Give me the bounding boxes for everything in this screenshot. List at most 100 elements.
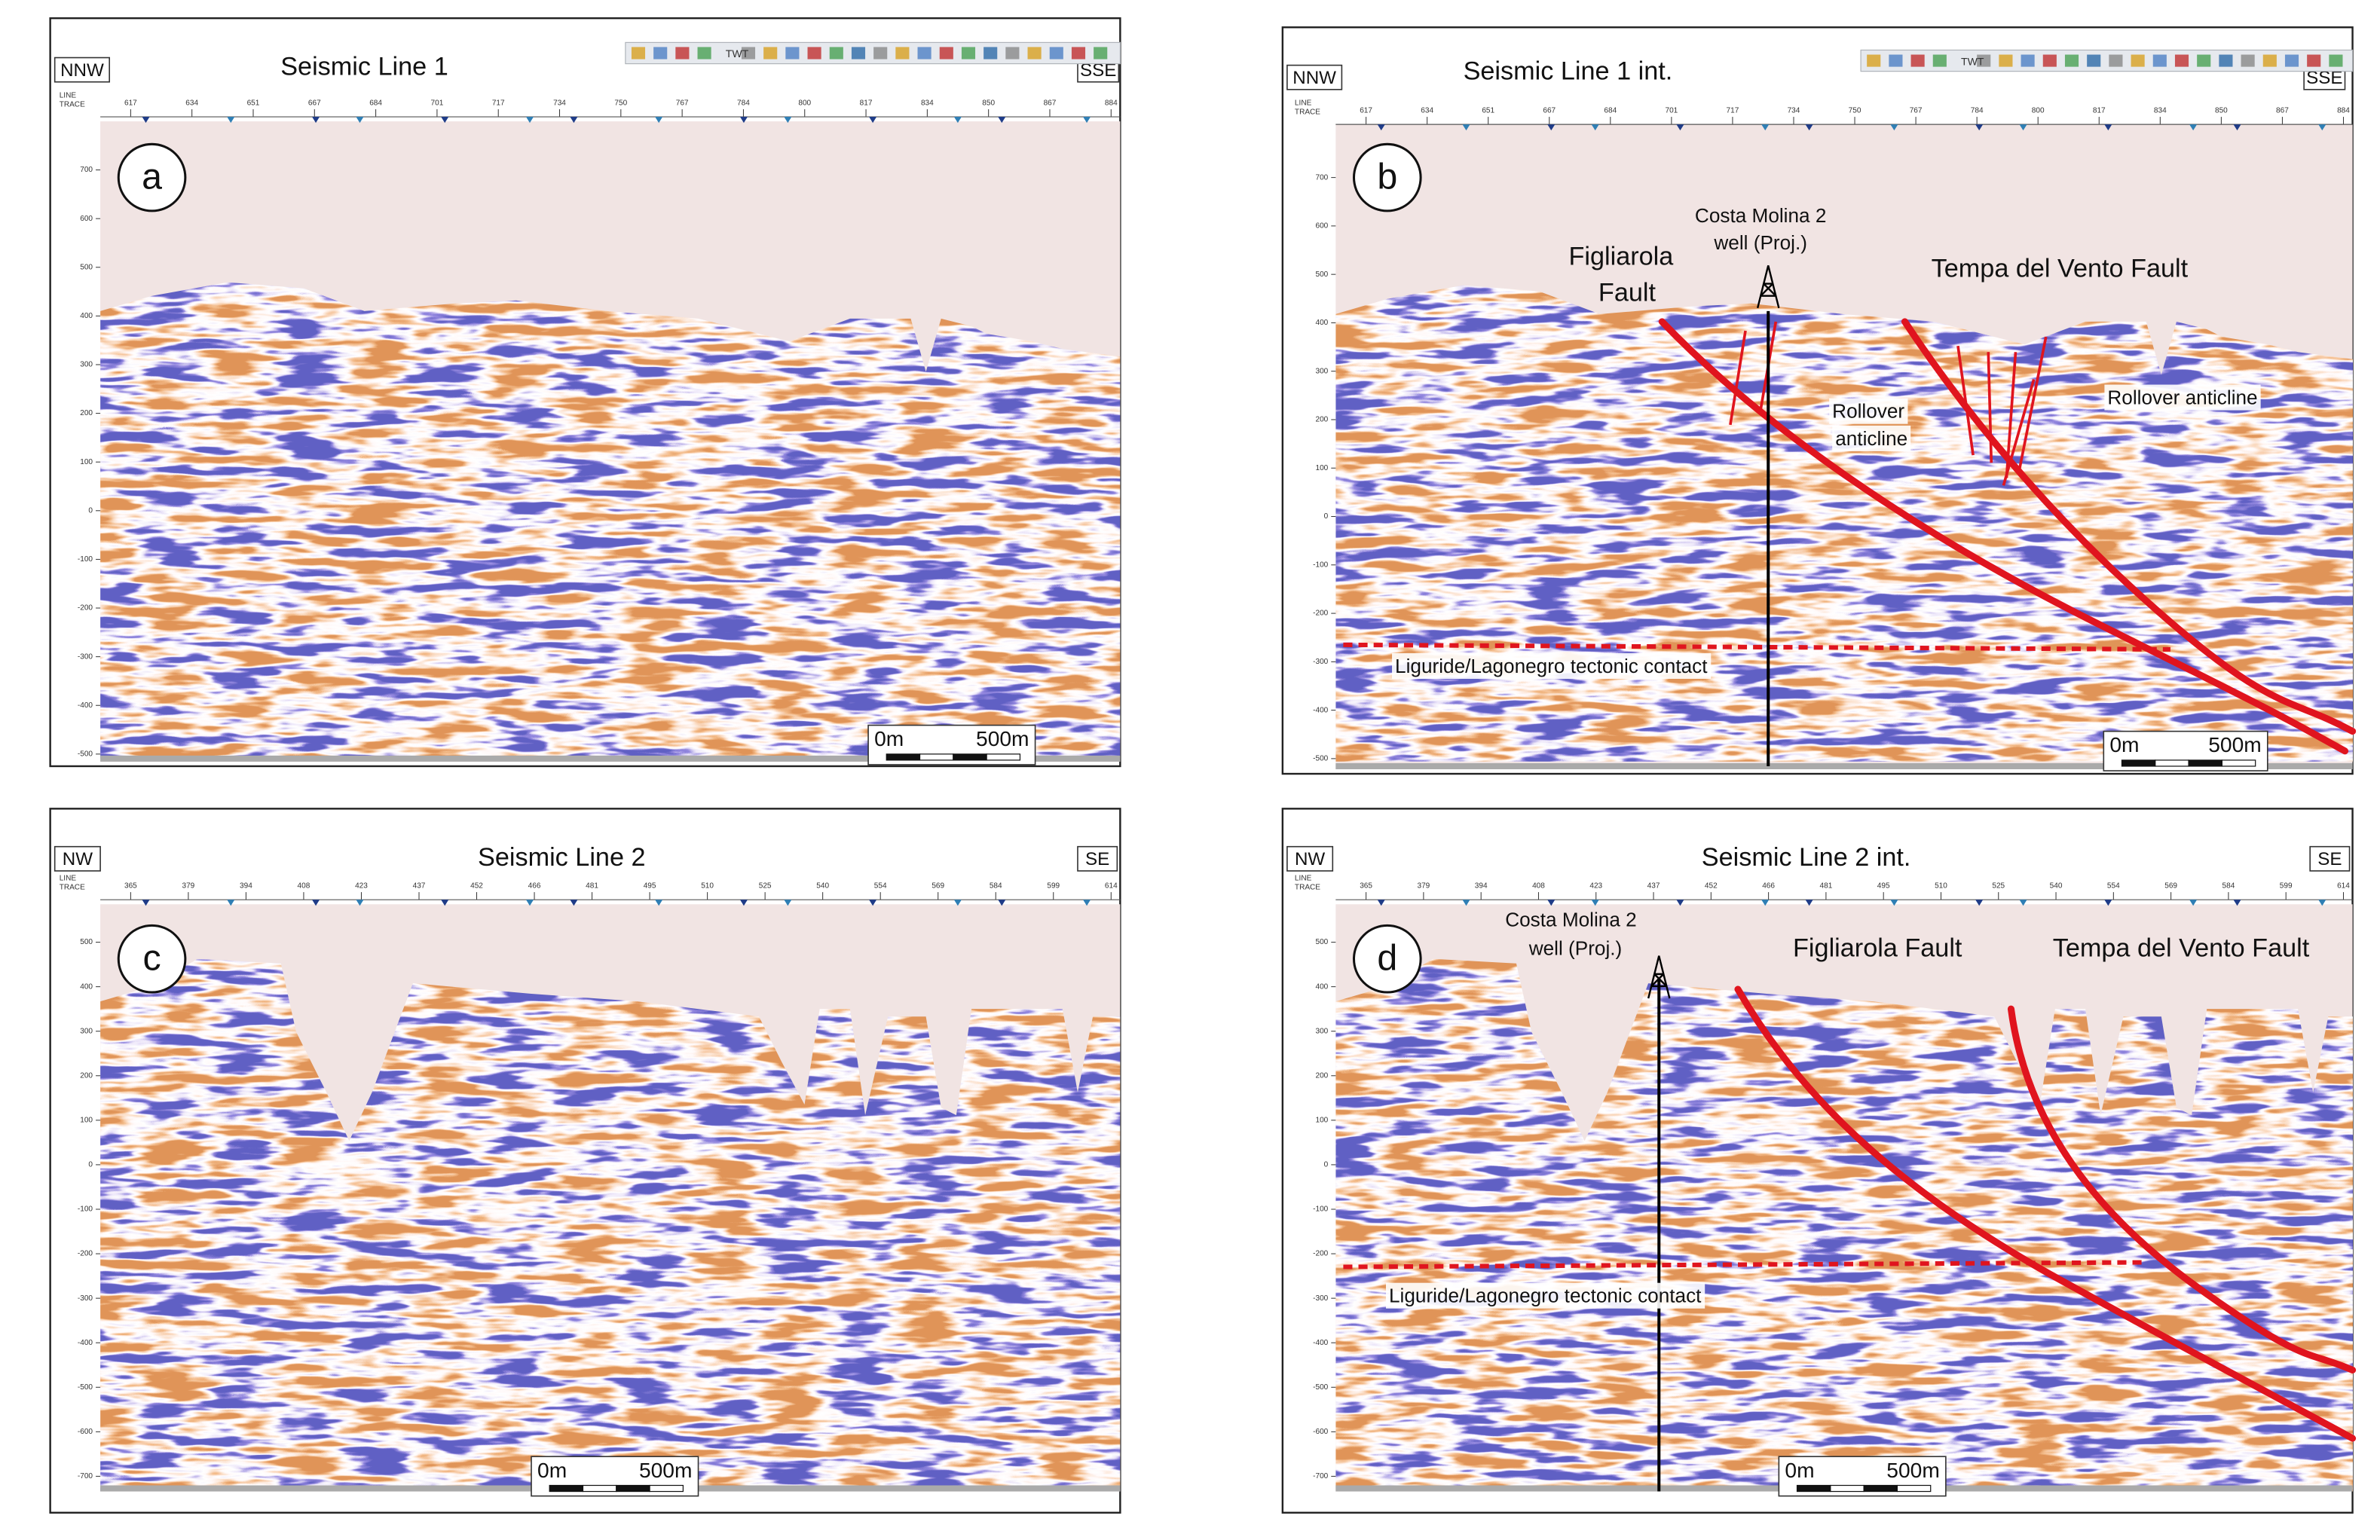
trace-marker [1890, 900, 1898, 906]
trace-marker [2104, 900, 2112, 906]
twt-tick-label: -700 [1313, 1472, 1329, 1480]
toolbar-icon [807, 47, 821, 60]
trace-marker [2189, 900, 2198, 906]
trace-label: 634 [185, 99, 198, 108]
header-label: LINE [60, 875, 77, 883]
scale-bar [2221, 759, 2256, 767]
annotation: Liguride/Lagonegro tectonic contact [1389, 1285, 1702, 1307]
twt-tick-label: -500 [78, 750, 93, 759]
trace-label: 540 [2050, 882, 2063, 891]
annotation: Rollover anticline [2107, 387, 2257, 409]
trace-label: 867 [2276, 107, 2289, 115]
trace-label: 834 [2154, 107, 2167, 115]
trace-label: 617 [124, 99, 137, 108]
trace-label: 850 [2215, 107, 2228, 115]
trace-marker [312, 117, 320, 124]
trace-label: 554 [874, 882, 887, 891]
toolbar-icon [984, 47, 998, 60]
trace-label: 584 [990, 882, 1002, 891]
twt-tick-label: -400 [78, 1339, 93, 1347]
twt-tick-label: 0 [88, 506, 93, 515]
annotation: Costa Molina 2 [1695, 204, 1826, 227]
twt-tick-label: 400 [1315, 982, 1328, 991]
twt-tick-label: -400 [1313, 1339, 1329, 1347]
toolbar-icon [1867, 54, 1881, 67]
trace-label: 684 [1604, 107, 1617, 115]
twt-tick-label: 300 [80, 361, 93, 369]
trace-label: 365 [1360, 882, 1372, 891]
header-label: TRACE [1295, 884, 1320, 892]
minor-fault [1729, 330, 1747, 426]
annotation: Tempa del Vento Fault [2053, 934, 2310, 963]
trace-marker [784, 900, 792, 906]
trace-label: 834 [921, 99, 934, 108]
trace-marker [739, 900, 748, 906]
direction-box [1077, 845, 1118, 872]
direction-label: SE [2317, 849, 2342, 869]
twt-tick-label: 700 [80, 166, 93, 174]
trace-label: 717 [492, 99, 505, 108]
trace-label: 437 [1647, 882, 1660, 891]
toolbar-icon [1932, 54, 1947, 67]
scale-bar [616, 1484, 650, 1493]
trace-marker [2318, 124, 2326, 131]
trace-marker [1547, 124, 1556, 131]
trace-marker [525, 900, 534, 906]
trace-label: 510 [701, 882, 714, 891]
panel-letter: b [1377, 156, 1397, 197]
toolbar-icon [785, 47, 800, 60]
twt-tick-label: 500 [80, 263, 93, 271]
trace-label: 784 [1971, 107, 1984, 115]
toolbar-icon [2064, 54, 2079, 67]
twt-tick-label: 600 [80, 215, 93, 223]
twt-tick-label: -200 [78, 1250, 93, 1258]
trace-marker [1591, 124, 1599, 131]
trace-marker [998, 117, 1006, 124]
scale-label: 0m [1785, 1458, 1814, 1482]
trace-marker [1975, 900, 1984, 906]
trace-marker [655, 900, 663, 906]
direction-label: SE [1085, 849, 1109, 869]
fault-line [1734, 985, 2357, 1442]
twt-tick-label: 200 [1315, 1071, 1328, 1080]
toolbar-icon [1977, 54, 1991, 67]
header-label: LINE [1295, 99, 1312, 108]
panel-letter-circle [117, 924, 187, 994]
twt-tick-label: -100 [1313, 1205, 1329, 1214]
tectonic-contact [1343, 642, 2170, 652]
direction-box [54, 845, 101, 872]
trace-marker [1547, 900, 1556, 906]
annotation-box [2104, 384, 2261, 411]
direction-box [1286, 64, 1343, 90]
scale-label: 500m [976, 726, 1029, 750]
annotation-box [1392, 652, 1712, 679]
annotation-box [1832, 425, 1911, 451]
twt-tick-label: -300 [78, 1294, 93, 1303]
trace-label: 651 [247, 99, 260, 108]
trace-label: 408 [1532, 882, 1545, 891]
toolbar-icon [653, 47, 668, 60]
trace-marker [2318, 900, 2326, 906]
twt-tick-label: -300 [1313, 1294, 1329, 1303]
trace-marker [1462, 900, 1470, 906]
trace-label: 510 [1935, 882, 1947, 891]
twt-tick-label: 200 [80, 409, 93, 417]
trace-marker [2189, 124, 2198, 131]
toolbar-icon [1049, 47, 1063, 60]
twt-tick-label: -500 [1313, 1383, 1329, 1392]
trace-marker [1761, 900, 1770, 906]
twt-tick-label: 300 [80, 1027, 93, 1035]
direction-box [54, 57, 110, 83]
panel-letter: a [142, 156, 162, 197]
seismic-section [100, 282, 1121, 759]
annotation: Figliarola [1568, 242, 1674, 270]
annotation: well (Proj.) [1713, 231, 1807, 254]
trace-label: 394 [1475, 882, 1488, 891]
trace-label: 584 [2222, 882, 2235, 891]
annotation: Figliarola Fault [1793, 934, 1962, 963]
toolbar-icon [917, 47, 932, 60]
trace-marker [1462, 124, 1470, 131]
trace-label: 684 [369, 99, 382, 108]
direction-label: NNW [1292, 68, 1336, 88]
